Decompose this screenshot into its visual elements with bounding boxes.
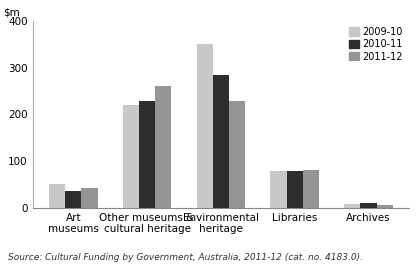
Bar [82, 188, 98, 208]
Bar [270, 171, 287, 208]
Bar [344, 204, 360, 208]
Text: Source: Cultural Funding by Government, Australia, 2011-12 (cat. no. 4183.0).: Source: Cultural Funding by Government, … [8, 253, 363, 262]
Bar [376, 205, 393, 208]
Bar [287, 171, 303, 208]
Bar [123, 105, 139, 208]
Bar [65, 191, 82, 208]
Bar [303, 170, 319, 208]
Bar [196, 44, 213, 208]
Bar [139, 101, 155, 208]
Text: $m: $m [2, 7, 20, 17]
Legend: 2009-10, 2010-11, 2011-12: 2009-10, 2010-11, 2011-12 [348, 26, 404, 63]
Bar [49, 184, 65, 208]
Bar [213, 75, 229, 208]
Bar [155, 86, 171, 208]
Bar [360, 203, 376, 208]
Bar [229, 101, 245, 208]
